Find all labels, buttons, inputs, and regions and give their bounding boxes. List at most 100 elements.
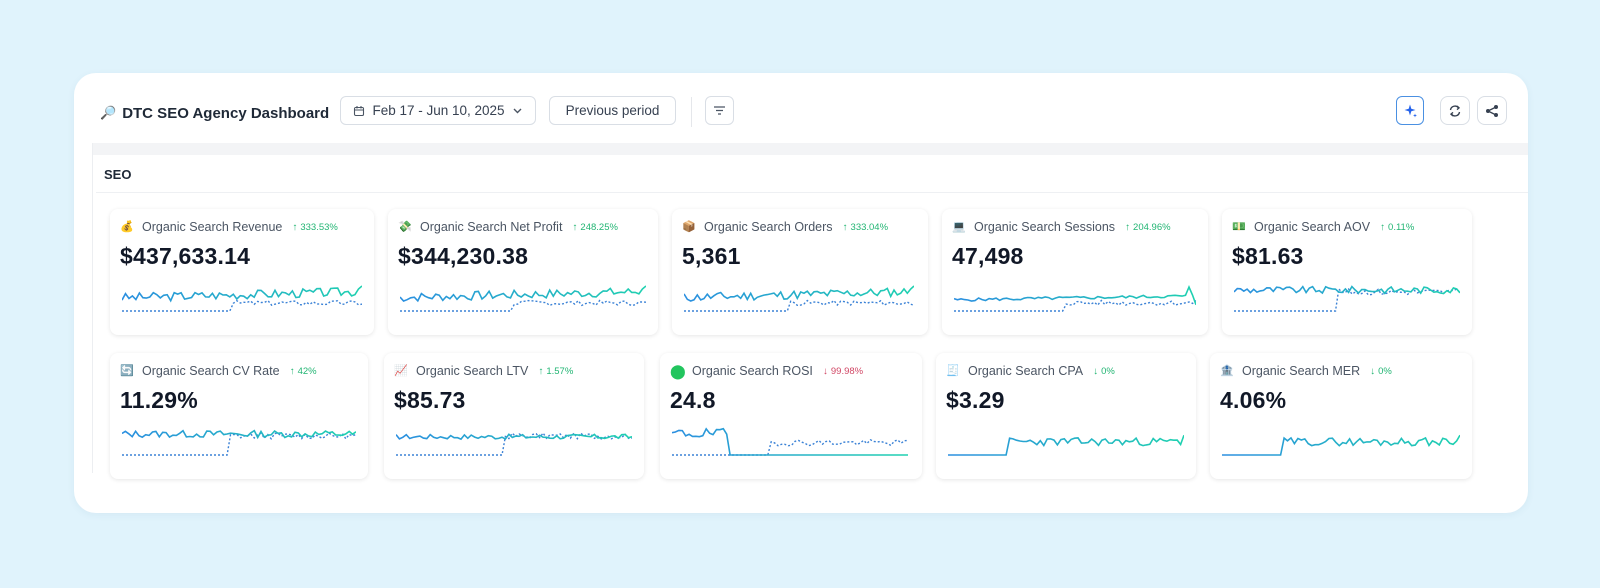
date-range-label: Feb 17 - Jun 10, 2025	[372, 103, 505, 118]
metric-delta-value: 333.53%	[300, 221, 338, 233]
section-header-seo[interactable]: SEO	[96, 157, 1528, 193]
sparkline-cpa	[948, 434, 1184, 456]
sparkline-rosi	[672, 427, 908, 456]
metric-card-ltv[interactable]: 📈 Organic Search LTV ↑ 1.57% $85.73	[384, 353, 644, 479]
dashboard-panel: 🔎 DTC SEO Agency Dashboard Feb 17 - Jun …	[74, 73, 1528, 513]
sparkline-previous-period	[672, 438, 908, 456]
metric-card-rosi[interactable]: ⬤ Organic Search ROSI ↓ 99.98% 24.8	[660, 353, 922, 479]
sparkline-revenue	[122, 285, 362, 312]
share-icon	[1486, 104, 1498, 117]
metric-delta: ↑ 1.57%	[538, 366, 573, 377]
flying-money-icon: 💸	[398, 221, 412, 233]
computer-icon: 💻	[952, 221, 966, 233]
metric-card-mer[interactable]: 🏦 Organic Search MER ↓ 0% 4.06%	[1210, 353, 1472, 479]
sparkline-current-period	[672, 427, 908, 456]
metric-value: 5,361	[682, 243, 741, 269]
metric-label: Organic Search LTV	[416, 364, 529, 378]
chart-up-icon: 📈	[394, 365, 408, 377]
metric-card-cpa[interactable]: 🧾 Organic Search CPA ↓ 0% $3.29	[936, 353, 1196, 479]
metric-value: $85.73	[394, 387, 466, 413]
sparkline-current-period	[684, 285, 914, 302]
metric-value: 47,498	[952, 243, 1024, 269]
metric-label: Organic Search Revenue	[142, 220, 283, 234]
package-icon: 📦	[682, 221, 696, 233]
metric-delta: ↑ 204.96%	[1125, 222, 1171, 233]
metric-delta-value: 204.96%	[1133, 221, 1171, 233]
metric-card-revenue[interactable]: 💰 Organic Search Revenue ↑ 333.53% $437,6…	[110, 209, 374, 335]
calendar-icon	[354, 105, 365, 116]
metric-delta: ↓ 99.98%	[823, 366, 863, 377]
refresh-button[interactable]	[1440, 96, 1470, 125]
sparkline-previous-period	[684, 299, 914, 312]
dashboard-title-text: DTC SEO Agency Dashboard	[122, 104, 330, 122]
metric-delta: ↓ 0%	[1093, 366, 1115, 377]
share-button[interactable]	[1477, 96, 1507, 125]
metric-delta: ↓ 0%	[1370, 366, 1392, 377]
metric-card-net-profit[interactable]: 💸 Organic Search Net Profit ↑ 248.25% $34…	[388, 209, 658, 335]
metric-value: $81.63	[1232, 243, 1304, 269]
metric-label: Organic Search CV Rate	[142, 364, 280, 378]
cycle-icon: 🔄	[120, 365, 134, 377]
filter-button[interactable]	[705, 96, 734, 125]
metric-label: Organic Search AOV	[1254, 220, 1371, 234]
metric-value: 11.29%	[120, 387, 198, 413]
sparkline-ltv	[396, 431, 632, 456]
metric-value: $437,633.14	[120, 243, 251, 269]
arrow-up-icon: ↑	[842, 221, 848, 233]
sparkline-previous-period	[400, 299, 646, 312]
arrow-down-icon: ↓	[1370, 365, 1376, 377]
metric-delta-value: 42%	[297, 365, 317, 377]
magnifier-icon: 🔎	[100, 105, 117, 120]
metric-delta-value: 248.25%	[580, 221, 618, 233]
compare-period-label: Previous period	[565, 103, 660, 118]
date-range-button[interactable]: Feb 17 - Jun 10, 2025	[340, 96, 536, 125]
sparkline-cv-rate	[122, 429, 356, 456]
arrow-down-icon: ↓	[1093, 365, 1099, 377]
sparkline-previous-period	[122, 432, 356, 456]
cashier-icon: 🧾	[946, 365, 960, 377]
sparkline-mer	[1222, 434, 1460, 456]
arrow-up-icon: ↑	[1380, 221, 1386, 233]
metric-card-orders[interactable]: 📦 Organic Search Orders ↑ 333.04% 5,361	[672, 209, 928, 335]
sparkline-current-period	[122, 285, 362, 303]
sparkline-current-period	[400, 285, 646, 303]
arrow-up-icon: ↑	[289, 365, 295, 377]
filter-icon	[714, 106, 725, 115]
metric-delta: ↑ 248.25%	[572, 222, 618, 233]
banknote-icon: 💵	[1232, 221, 1246, 233]
sparkline-current-period	[954, 284, 1196, 306]
metric-delta: ↑ 0.11%	[1380, 222, 1414, 233]
sparkline-previous-period	[122, 299, 362, 312]
metric-label: Organic Search MER	[1242, 364, 1361, 378]
compare-period-button[interactable]: Previous period	[549, 96, 676, 125]
metric-label: Organic Search CPA	[968, 364, 1084, 378]
metric-card-cv-rate[interactable]: 🔄 Organic Search CV Rate ↑ 42% 11.29%	[110, 353, 368, 479]
sparkline-current-period	[1222, 434, 1460, 456]
sparkline-aov	[1234, 285, 1460, 312]
metric-delta: ↑ 333.53%	[292, 222, 338, 233]
metric-value: $3.29	[946, 387, 1005, 413]
sparkline-current-period	[396, 433, 632, 441]
refresh-icon	[1449, 104, 1461, 117]
money-bag-icon: 💰	[120, 221, 134, 233]
metric-delta-value: 0%	[1101, 365, 1115, 377]
sparkline-current-period	[1234, 285, 1460, 295]
metric-card-aov[interactable]: 💵 Organic Search AOV ↑ 0.11% $81.63	[1222, 209, 1472, 335]
green-circle-icon: ⬤	[670, 363, 686, 379]
metric-card-sessions[interactable]: 💻 Organic Search Sessions ↑ 204.96% 47,49…	[942, 209, 1208, 335]
section-label: SEO	[104, 167, 132, 182]
toolbar: 🔎 DTC SEO Agency Dashboard Feb 17 - Jun …	[74, 73, 1528, 143]
dashboard-title: 🔎 DTC SEO Agency Dashboard	[100, 101, 329, 125]
sparkline-orders	[684, 285, 914, 312]
sparkline-current-period	[122, 429, 356, 440]
sparkline-sessions	[954, 284, 1196, 312]
sparkline-current-period	[948, 434, 1184, 456]
arrow-up-icon: ↑	[1125, 221, 1131, 233]
arrow-up-icon: ↑	[572, 221, 578, 233]
sparkline-net-profit	[400, 285, 646, 312]
metric-delta-value: 99.98%	[830, 365, 864, 377]
metric-value: $344,230.38	[398, 243, 529, 269]
arrow-down-icon: ↓	[822, 365, 828, 377]
ai-assistant-button[interactable]	[1396, 96, 1424, 125]
metric-label: Organic Search Orders	[704, 220, 833, 234]
